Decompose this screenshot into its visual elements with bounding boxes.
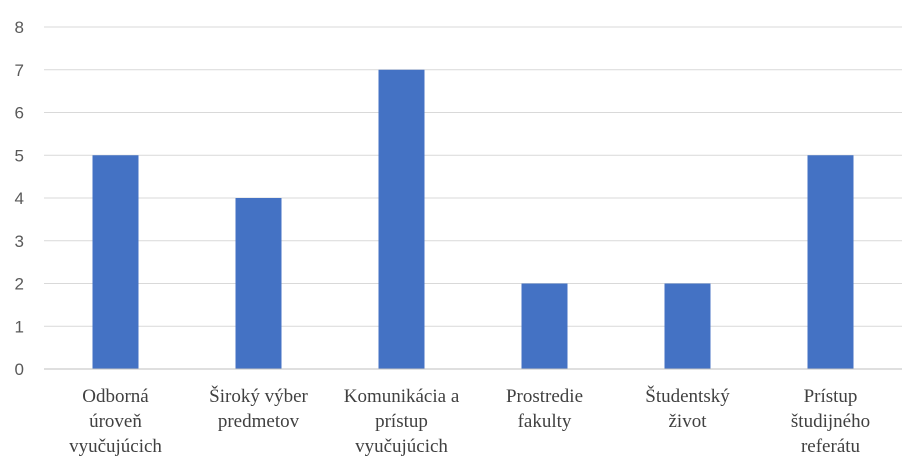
bar xyxy=(521,283,568,369)
y-tick-label: 1 xyxy=(15,317,24,336)
x-tick-label-line: prístup xyxy=(375,411,428,432)
x-tick-label: Komunikácia a prístup vyučujúcich xyxy=(344,386,460,457)
x-tick-label: Prístup študijného referátu xyxy=(791,386,870,457)
gridlines xyxy=(44,26,902,327)
x-tick-label-line: Komunikácia a xyxy=(344,386,460,407)
x-tick-label-line: úroveň xyxy=(89,411,142,432)
y-tick-label: 6 xyxy=(15,104,24,123)
x-tick-label-line: život xyxy=(669,411,708,432)
y-tick-label: 0 xyxy=(15,360,24,379)
bar xyxy=(664,283,711,369)
y-tick-label: 8 xyxy=(15,18,24,37)
bar xyxy=(378,69,425,369)
y-axis-ticks: 0 1 2 3 4 5 6 7 8 xyxy=(15,18,24,379)
bar xyxy=(807,155,854,369)
x-tick-label-line: Prostredie xyxy=(506,386,583,407)
x-tick-label: Široký výber predmetov xyxy=(209,385,308,432)
bar xyxy=(92,155,139,369)
x-axis-ticks: Odborná úroveň vyučujúcich Široký výber pred… xyxy=(69,385,870,457)
y-tick-label: 2 xyxy=(15,275,24,294)
y-tick-label: 7 xyxy=(15,61,24,80)
x-tick-label-line: Prístup xyxy=(804,386,858,407)
x-tick-label-line: vyučujúcich xyxy=(355,436,448,457)
x-tick-label-line: predmetov xyxy=(218,411,300,432)
x-tick-label-line: Odborná xyxy=(82,386,149,407)
y-tick-label: 5 xyxy=(15,146,24,165)
x-tick-label: Prostredie fakulty xyxy=(506,386,583,432)
y-tick-label: 3 xyxy=(15,232,24,251)
x-tick-label-line: študijného xyxy=(791,411,870,432)
x-tick-label-line: vyučujúcich xyxy=(69,436,162,457)
bars xyxy=(92,69,854,369)
bar xyxy=(235,198,282,369)
x-tick-label-line: Široký výber xyxy=(209,385,308,407)
x-tick-label: Odborná úroveň vyučujúcich xyxy=(69,386,162,457)
x-tick-label-line: Študentský xyxy=(645,385,730,407)
x-tick-label-line: fakulty xyxy=(518,411,572,432)
y-tick-label: 4 xyxy=(15,189,24,208)
x-tick-label: Študentský život xyxy=(645,385,730,432)
x-tick-label-line: referátu xyxy=(801,436,861,457)
